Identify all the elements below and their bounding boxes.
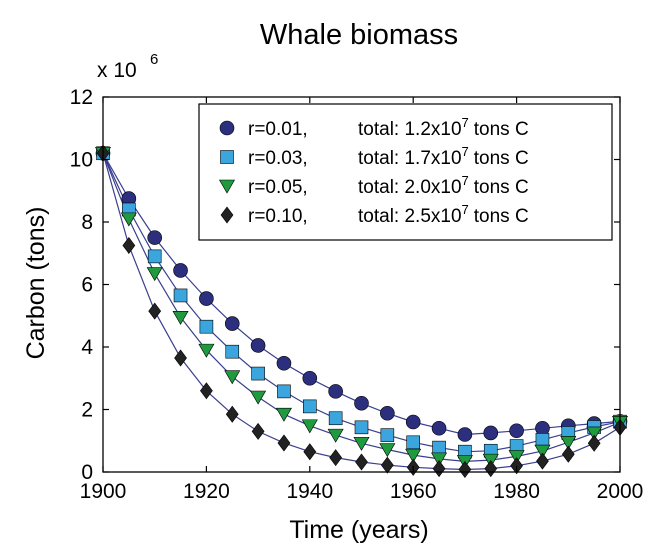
series-4-point-7: [251, 422, 265, 440]
series-4-point-10: [329, 449, 343, 467]
series-3-point-9: [301, 419, 318, 434]
series-1-point-6: [224, 316, 240, 331]
series-1-point-16: [483, 425, 499, 441]
series-4-point-4: [174, 349, 187, 367]
series-1-point-9: [302, 370, 318, 386]
legend-entry-3: r=0.05, total: 2.0x107 tons C: [248, 173, 529, 198]
y-tick-label: 4: [81, 336, 93, 359]
series-markers: [94, 144, 629, 478]
x-tick-label: 1980: [493, 480, 540, 503]
series-1-point-7: [250, 338, 266, 353]
series-4-point-6: [225, 405, 239, 423]
series-3-point-11: [353, 436, 370, 451]
series-1-point-4: [173, 263, 188, 278]
series-2-point-7: [251, 366, 265, 381]
series-4-point-16: [484, 460, 498, 478]
series-3-point-20: [586, 426, 603, 441]
series-2-point-4: [173, 288, 188, 303]
series-3-point-4: [172, 311, 189, 325]
series-2-point-3: [147, 249, 162, 264]
legend-marker-3: [218, 179, 236, 194]
series-4-point-15: [458, 461, 472, 478]
series-2-point-5: [199, 319, 214, 334]
x-tick-label: 1920: [183, 480, 230, 503]
series-1-point-11: [354, 395, 369, 411]
series-4-point-2: [122, 236, 136, 254]
series-1-point-3: [147, 230, 162, 245]
series-2-point-14: [432, 440, 446, 455]
series-3-point-12: [379, 443, 396, 458]
y-tick-label: 0: [81, 461, 93, 484]
x-tick-label: 1940: [286, 480, 333, 503]
series-4-point-9: [303, 443, 317, 461]
series-4-point-5: [200, 382, 213, 400]
legend: r=0.01, total: 1.2x107 tons C r=0.03, total:…: [198, 103, 613, 241]
series-1-point-8: [276, 355, 292, 371]
series-4-point-3: [148, 302, 162, 320]
series-3-point-14: [431, 452, 448, 467]
x-tick-label: 2000: [597, 480, 644, 503]
series-3-point-13: [405, 448, 422, 463]
series-1-point-14: [431, 420, 447, 436]
series-1-point-15: [457, 427, 473, 442]
series-4-point-18: [536, 452, 549, 470]
series-3-point-3: [146, 267, 163, 282]
series-3-point-18: [534, 444, 551, 459]
series-4-point-8: [277, 434, 291, 452]
series-1-point-10: [328, 384, 343, 399]
series-4-point-12: [380, 456, 394, 474]
series-2-point-12: [380, 428, 395, 442]
x-tick-label: 1900: [80, 480, 127, 503]
x-tick-label: 1960: [390, 480, 437, 503]
series-3-point-8: [275, 407, 292, 422]
axes: 1900 1920 1940 1960 1980 2000 0 2 4 6 8 10 12: [70, 86, 644, 503]
series-2-point-13: [406, 435, 421, 450]
y-tick-label: 10: [70, 149, 93, 172]
legend-entry-1: r=0.01, total: 1.2x107 tons C: [248, 115, 529, 140]
y-tick-label: 2: [81, 399, 93, 422]
series-4-point-20: [587, 434, 601, 452]
legend-marker-1: [219, 120, 235, 136]
y-tick-label: 8: [81, 211, 93, 234]
legend-entry-4: r=0.10, total: 2.5x107 tons C: [248, 202, 529, 227]
y-multiplier-exponent: 6: [150, 51, 158, 68]
series-4-point-11: [355, 453, 368, 471]
legend-marker-2: [220, 150, 234, 164]
y-multiplier: x 10 6: [97, 51, 158, 82]
series-3-point-2: [120, 212, 137, 227]
series-2-point-11: [354, 420, 369, 435]
series-3-point-7: [250, 390, 267, 405]
series-3-point-6: [224, 370, 241, 385]
series-2-point-8: [277, 384, 291, 399]
series-3-point-5: [198, 343, 215, 358]
series-3-point-10: [327, 428, 344, 443]
series-2-point-9: [302, 399, 317, 414]
y-tick-label: 12: [70, 86, 93, 109]
x-axis-title: Time (years): [289, 516, 428, 544]
series-2-point-18: [535, 433, 550, 447]
series-2-point-6: [225, 344, 240, 359]
chart-title: Whale biomass: [260, 19, 458, 51]
y-tick-label: 6: [81, 274, 93, 297]
series-3-point-19: [560, 436, 577, 450]
series-1-point-17: [509, 423, 524, 439]
legend-marker-4: [220, 206, 234, 224]
series-4-point-14: [432, 460, 446, 478]
legend-box: [198, 103, 613, 241]
series-1-point-12: [380, 405, 395, 421]
series-2-point-10: [328, 411, 343, 426]
legend-entry-2: r=0.03, total: 1.7x107 tons C: [248, 144, 529, 169]
series-4-point-19: [561, 445, 575, 463]
series-3-point-17: [508, 450, 525, 464]
series-4-point-17: [510, 457, 523, 475]
y-axis-title: Carbon (tons): [22, 207, 50, 360]
series-1-point-13: [405, 414, 421, 430]
y-multiplier-base: x 10: [97, 59, 137, 82]
series-1-point-5: [199, 291, 214, 306]
